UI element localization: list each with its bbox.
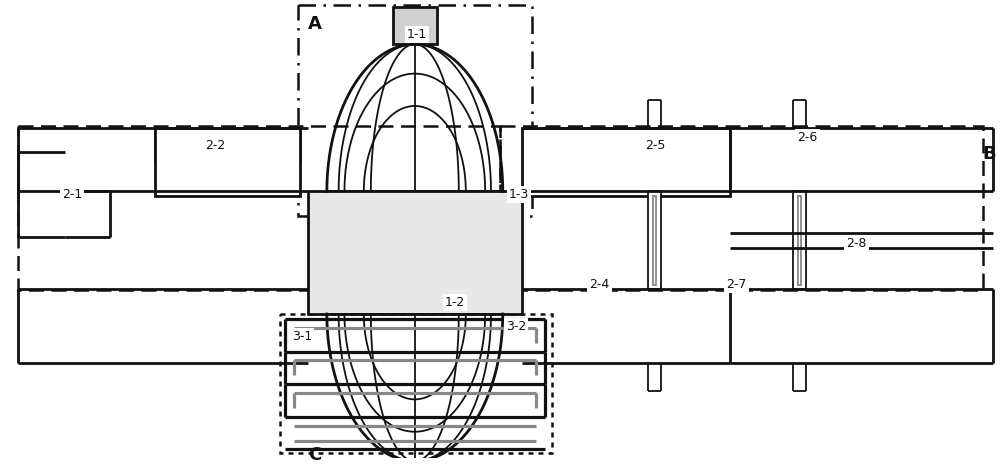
Text: 2-1: 2-1	[62, 188, 82, 201]
Text: 3-2: 3-2	[506, 320, 526, 333]
Bar	[18, 126, 500, 290]
Bar	[500, 126, 983, 290]
Bar	[298, 5, 532, 216]
Bar	[308, 191, 522, 314]
Text: 1-2: 1-2	[445, 296, 465, 309]
Text: C: C	[308, 446, 321, 465]
Text: B: B	[983, 145, 996, 163]
Text: 3-1: 3-1	[292, 330, 312, 343]
Bar	[798, 196, 801, 284]
Text: 2-4: 2-4	[590, 278, 610, 291]
Text: A: A	[308, 15, 322, 33]
Bar	[522, 127, 730, 196]
Bar	[648, 191, 661, 290]
Text: 2-2: 2-2	[205, 139, 225, 152]
Text: 2-7: 2-7	[726, 278, 747, 291]
Text: 2-5: 2-5	[646, 139, 666, 152]
Bar	[793, 191, 806, 290]
Bar	[393, 461, 437, 467]
Text: 1-3: 1-3	[509, 188, 529, 201]
Bar	[155, 127, 300, 196]
Bar	[155, 127, 300, 160]
Text: 2-8: 2-8	[846, 237, 867, 250]
Bar	[393, 7, 437, 44]
Text: 2-6: 2-6	[798, 131, 818, 144]
Bar	[280, 314, 552, 453]
Bar	[653, 196, 656, 284]
Text: 1-1: 1-1	[407, 28, 427, 41]
